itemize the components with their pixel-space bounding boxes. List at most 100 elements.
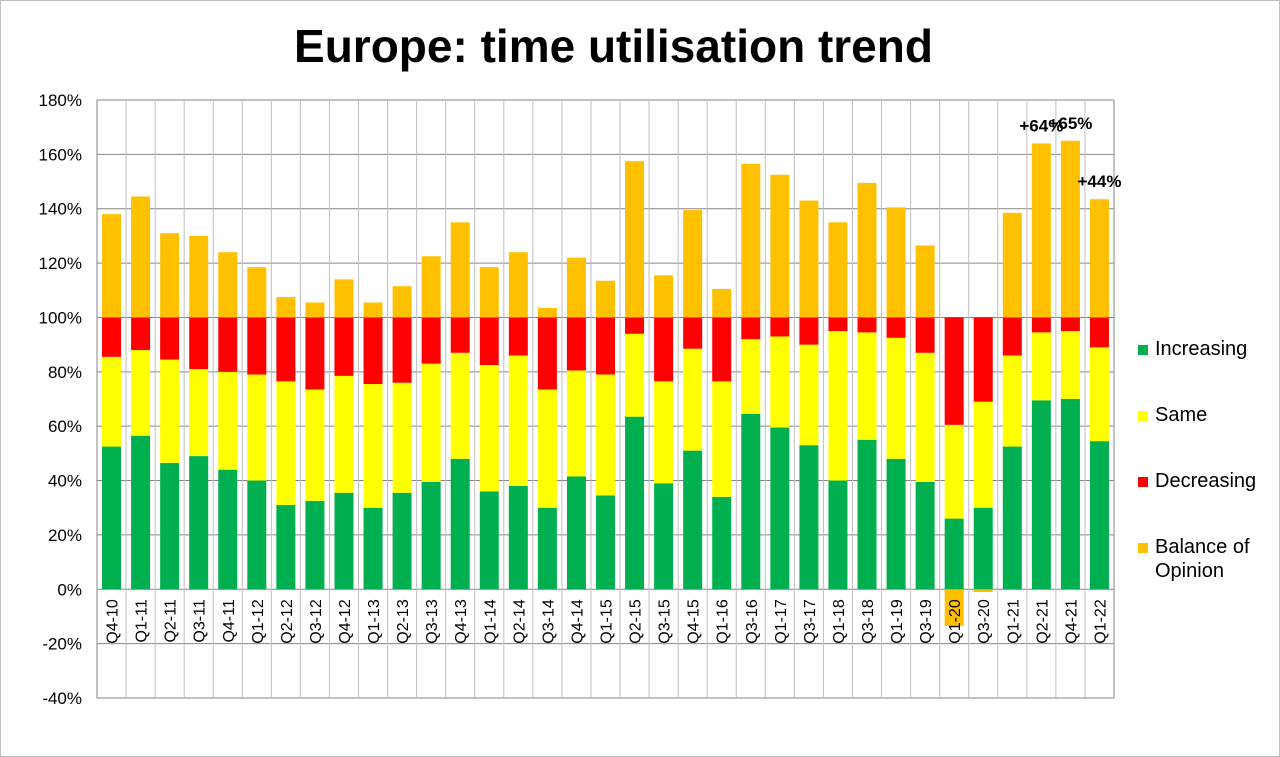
bar-segment-increasing bbox=[770, 427, 790, 590]
bar-segment-increasing bbox=[392, 492, 412, 590]
bar-segment-same bbox=[886, 337, 906, 459]
bar-segment-decreasing bbox=[625, 317, 645, 334]
bar-segment-same bbox=[537, 389, 557, 508]
x-tick-label: Q4-14 bbox=[569, 599, 586, 644]
bar-segment-increasing bbox=[479, 491, 499, 590]
bar-segment-decreasing bbox=[305, 317, 325, 390]
bar-segment-increasing bbox=[421, 481, 441, 590]
bar-segment-decreasing bbox=[160, 317, 180, 360]
y-tick-label: 160% bbox=[39, 145, 82, 164]
bar-segment-same bbox=[799, 344, 819, 446]
bar-segment-same bbox=[712, 381, 732, 497]
bar-segment-decreasing bbox=[973, 317, 993, 402]
x-tick-label: Q4-15 bbox=[686, 599, 703, 644]
bar-segment-increasing bbox=[247, 480, 267, 590]
bar-segment-same bbox=[683, 348, 703, 451]
y-tick-label: -20% bbox=[42, 635, 82, 654]
bar-segment-decreasing bbox=[479, 317, 499, 366]
bar-segment-same bbox=[508, 355, 528, 486]
bar-segment-increasing bbox=[218, 469, 238, 590]
bar-segment-same bbox=[421, 363, 441, 482]
bar-segment-same bbox=[305, 389, 325, 501]
bar-segment-decreasing bbox=[363, 317, 383, 385]
x-tick-label: Q3-11 bbox=[192, 599, 209, 642]
bar-segment-balance-of-opinion bbox=[596, 280, 615, 318]
bar-segment-increasing bbox=[886, 458, 906, 590]
bar-segment-same bbox=[973, 401, 993, 508]
legend-label: Balance of Opinion bbox=[1155, 536, 1250, 582]
bar-segment-increasing bbox=[1002, 446, 1022, 590]
x-tick-label: Q3-12 bbox=[308, 599, 325, 644]
bar-segment-same bbox=[857, 332, 877, 440]
bars-layer bbox=[102, 140, 1109, 626]
labels-layer: 180% 160% 140% 120% 100% 80% 60% 40% 20% 0% -20% -4… bbox=[39, 91, 1122, 708]
bar-segment-decreasing bbox=[450, 317, 470, 353]
bar-segment-increasing bbox=[102, 446, 122, 590]
bar-segment-balance-of-opinion bbox=[1031, 143, 1051, 318]
x-tick-label: Q4-13 bbox=[453, 599, 470, 644]
bar-segment-balance-of-opinion bbox=[218, 252, 238, 318]
bar-segment-increasing bbox=[450, 458, 470, 590]
bar-segment-increasing bbox=[915, 481, 935, 590]
data-label: +65% bbox=[1048, 114, 1092, 133]
y-tick-label: 40% bbox=[48, 472, 82, 491]
bar-segment-decreasing bbox=[770, 317, 790, 337]
bar-segment-same bbox=[392, 382, 412, 493]
x-tick-label: Q2-15 bbox=[628, 599, 645, 644]
bar-segment-decreasing bbox=[857, 317, 877, 333]
bar-segment-balance-of-opinion bbox=[537, 307, 557, 318]
bar-segment-balance-of-opinion bbox=[334, 279, 354, 318]
bar-segment-increasing bbox=[973, 507, 993, 590]
x-tick-label: Q1-14 bbox=[482, 599, 499, 644]
bar-segment-same bbox=[334, 375, 354, 493]
legend-swatch bbox=[1138, 543, 1148, 553]
x-tick-label: Q1-21 bbox=[1005, 599, 1022, 644]
y-tick-label: 180% bbox=[39, 91, 82, 110]
bar-segment-decreasing bbox=[886, 317, 906, 338]
x-tick-label: Q2-13 bbox=[395, 599, 412, 644]
legend-swatch bbox=[1138, 411, 1148, 421]
bar-segment-increasing bbox=[1089, 441, 1109, 590]
legend-swatch bbox=[1138, 477, 1148, 487]
bar-segment-decreasing bbox=[247, 317, 267, 375]
bar-segment-decreasing bbox=[421, 317, 441, 364]
bar-segment-decreasing bbox=[334, 317, 354, 376]
bar-segment-increasing bbox=[799, 445, 819, 590]
bar-segment-balance-of-opinion bbox=[566, 257, 586, 318]
y-tick-label: 100% bbox=[39, 308, 82, 327]
bar-segment-balance-of-opinion bbox=[799, 200, 819, 318]
x-tick-label: Q1-11 bbox=[134, 599, 151, 642]
bar-segment-increasing bbox=[683, 450, 703, 590]
bar-segment-decreasing bbox=[566, 317, 586, 371]
bar-segment-balance-of-opinion bbox=[915, 245, 935, 318]
bar-segment-increasing bbox=[334, 492, 354, 590]
bar-segment-decreasing bbox=[537, 317, 557, 390]
bar-segment-increasing bbox=[741, 413, 761, 590]
x-tick-label: Q3-19 bbox=[918, 599, 935, 644]
bar-segment-balance-of-opinion bbox=[421, 256, 441, 318]
bar-segment-same bbox=[102, 356, 122, 447]
bar-segment-balance-of-opinion bbox=[102, 214, 122, 318]
bar-segment-increasing bbox=[828, 480, 848, 590]
bar-segment-increasing bbox=[1060, 399, 1080, 590]
data-label: +64% bbox=[1019, 116, 1063, 135]
bar-segment-decreasing bbox=[712, 317, 732, 382]
bar-segment-same bbox=[218, 371, 238, 470]
y-tick-label: 80% bbox=[48, 363, 82, 382]
bar-segment-increasing bbox=[625, 416, 645, 590]
bar-segment-balance-of-opinion bbox=[1089, 199, 1109, 318]
bar-segment-decreasing bbox=[1060, 317, 1080, 332]
bar-segment-increasing bbox=[857, 439, 877, 590]
bar-segment-same bbox=[770, 336, 790, 428]
bar-segment-same bbox=[189, 369, 209, 457]
x-tick-label: Q3-17 bbox=[802, 599, 819, 644]
bar-segment-increasing bbox=[508, 485, 528, 590]
x-tick-label: Q1-12 bbox=[250, 599, 267, 644]
x-tick-label: Q1-18 bbox=[831, 599, 848, 644]
bar-segment-balance-of-opinion bbox=[712, 288, 732, 318]
legend-label: Decreasing bbox=[1155, 470, 1257, 492]
bar-segment-decreasing bbox=[1002, 317, 1022, 356]
x-tick-label: Q3-13 bbox=[424, 599, 441, 644]
